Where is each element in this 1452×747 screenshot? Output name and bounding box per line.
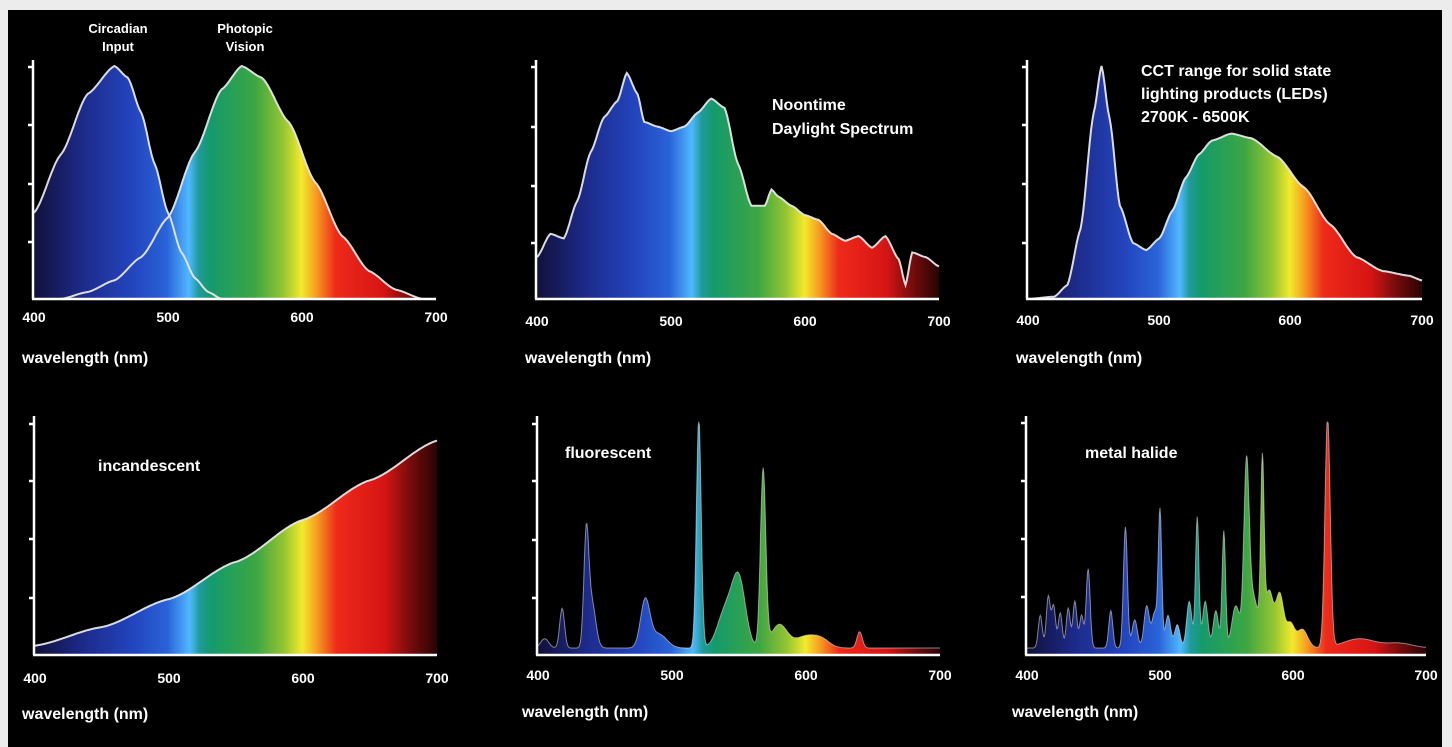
chart-2: 400 500 600 700 wavelength (nm) Noontime Dayli…	[524, 60, 951, 367]
x-tick-label: 700	[424, 309, 448, 325]
series-line-1	[537, 421, 940, 649]
photopic-label-line1: Photopic	[217, 21, 273, 36]
x-tick-label: 500	[1147, 312, 1171, 328]
chart-annotation: Noontime	[772, 97, 846, 114]
x-tick-label: 600	[1281, 667, 1305, 683]
spectrum-fill	[538, 422, 940, 655]
chart-3: 400 500 600 700 wavelength (nm) CCT range for…	[1015, 60, 1434, 367]
chart-1: 400 500 600 700 wavelength (nm)	[21, 60, 448, 367]
spectrum-fill	[537, 73, 939, 299]
chart-panels: 400 500 600 700 wavelength (nm) 400 500 600 700 w…	[21, 60, 1438, 723]
chart-annotation: Daylight Spectrum	[772, 121, 913, 138]
series-line-1	[33, 64, 222, 300]
x-tick-label: 400	[1015, 667, 1039, 683]
x-tick-label: 700	[1414, 667, 1438, 683]
x-axis-label: wavelength (nm)	[21, 350, 148, 367]
x-tick-label: 700	[928, 667, 952, 683]
x-tick-label: 400	[22, 309, 46, 325]
x-tick-label: 600	[794, 667, 818, 683]
x-tick-label: 500	[157, 670, 181, 686]
curve-labels: Circadian Input Photopic Vision	[88, 21, 272, 54]
x-axis-label: wavelength (nm)	[1011, 704, 1138, 721]
x-tick-label: 500	[1148, 667, 1172, 683]
chart-annotation: CCT range for solid state	[1141, 63, 1331, 80]
x-tick-label: 700	[425, 670, 449, 686]
circadian-label-line1: Circadian	[88, 21, 147, 36]
spectrum-fill	[1028, 66, 1422, 299]
spectrum-fill	[1027, 422, 1426, 655]
chart-4: 400 500 600 700 wavelength (nm) incandescent	[21, 416, 449, 723]
x-tick-label: 600	[291, 670, 315, 686]
spectrum-fill	[35, 440, 437, 655]
series-line-1	[1027, 65, 1423, 300]
x-tick-label: 500	[660, 667, 684, 683]
x-tick-label: 400	[525, 313, 549, 329]
series-line-1	[34, 439, 438, 647]
x-axis-label: wavelength (nm)	[1015, 350, 1142, 367]
chart-5: 400 500 600 700 wavelength (nm) fluorescent	[521, 416, 952, 721]
series-line-1	[1027, 420, 1427, 649]
x-tick-label: 400	[23, 670, 47, 686]
series-line-2	[60, 64, 423, 300]
x-tick-label: 700	[927, 313, 951, 329]
x-tick-label: 700	[1410, 312, 1434, 328]
x-tick-label: 500	[156, 309, 180, 325]
x-tick-label: 400	[526, 667, 550, 683]
spectrum-fill	[34, 66, 436, 299]
chart-6: 400 500 600 700 wavelength (nm) metal halide	[1011, 416, 1438, 721]
x-tick-label: 600	[290, 309, 314, 325]
x-tick-label: 400	[1016, 312, 1040, 328]
photopic-label-line2: Vision	[226, 39, 265, 54]
series-line-1	[536, 71, 940, 289]
chart-annotation: incandescent	[98, 458, 201, 475]
x-axis-label: wavelength (nm)	[21, 706, 148, 723]
chart-annotation: metal halide	[1085, 445, 1178, 462]
chart-annotation: fluorescent	[565, 445, 652, 462]
chart-annotation: lighting products (LEDs)	[1141, 86, 1328, 103]
chart-annotation: 2700K - 6500K	[1141, 109, 1250, 126]
x-tick-label: 500	[659, 313, 683, 329]
x-tick-label: 600	[793, 313, 817, 329]
x-tick-label: 600	[1278, 312, 1302, 328]
x-axis-label: wavelength (nm)	[524, 350, 651, 367]
x-axis-label: wavelength (nm)	[521, 704, 648, 721]
circadian-label-line2: Input	[102, 39, 134, 54]
